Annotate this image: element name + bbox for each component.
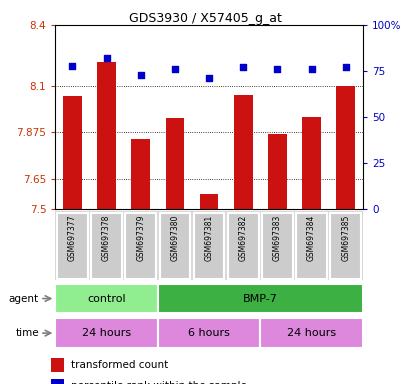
Bar <box>51 379 64 384</box>
Text: BMP-7: BMP-7 <box>242 293 277 304</box>
Text: GSM697380: GSM697380 <box>170 215 179 261</box>
Text: transformed count: transformed count <box>71 360 168 370</box>
FancyBboxPatch shape <box>227 213 258 279</box>
FancyBboxPatch shape <box>157 284 362 313</box>
Point <box>308 66 314 72</box>
Text: 24 hours: 24 hours <box>82 328 131 338</box>
Text: percentile rank within the sample: percentile rank within the sample <box>71 381 246 384</box>
Bar <box>267 134 286 209</box>
Point <box>239 64 246 70</box>
FancyBboxPatch shape <box>193 213 224 279</box>
Bar <box>199 194 218 209</box>
Point <box>137 72 144 78</box>
Bar <box>335 86 354 209</box>
Text: 24 hours: 24 hours <box>286 328 335 338</box>
Bar <box>63 96 82 209</box>
Text: GSM697382: GSM697382 <box>238 215 247 261</box>
Point <box>171 66 178 72</box>
FancyBboxPatch shape <box>55 318 157 348</box>
FancyBboxPatch shape <box>159 213 190 279</box>
Bar <box>97 62 116 209</box>
Text: GSM697384: GSM697384 <box>306 215 315 261</box>
Text: agent: agent <box>9 293 39 304</box>
FancyBboxPatch shape <box>261 213 292 279</box>
Bar <box>131 139 150 209</box>
Text: GSM697385: GSM697385 <box>340 215 349 261</box>
Text: GSM697383: GSM697383 <box>272 215 281 261</box>
Bar <box>233 94 252 209</box>
Text: control: control <box>87 293 126 304</box>
FancyBboxPatch shape <box>91 213 122 279</box>
Text: GSM697377: GSM697377 <box>68 215 77 261</box>
Bar <box>301 117 320 209</box>
Point <box>205 75 212 81</box>
FancyBboxPatch shape <box>125 213 156 279</box>
Text: time: time <box>15 328 39 338</box>
Point <box>342 64 348 70</box>
FancyBboxPatch shape <box>330 213 360 279</box>
Point <box>103 55 110 61</box>
Text: 6 hours: 6 hours <box>188 328 229 338</box>
Point <box>274 66 280 72</box>
Point <box>69 63 76 69</box>
Bar <box>165 118 184 209</box>
FancyBboxPatch shape <box>295 213 326 279</box>
FancyBboxPatch shape <box>260 318 362 348</box>
FancyBboxPatch shape <box>55 284 157 313</box>
FancyBboxPatch shape <box>57 213 88 279</box>
Text: GDS3930 / X57405_g_at: GDS3930 / X57405_g_at <box>128 12 281 25</box>
Text: GSM697379: GSM697379 <box>136 215 145 261</box>
Text: GSM697381: GSM697381 <box>204 215 213 261</box>
FancyBboxPatch shape <box>157 318 260 348</box>
Text: GSM697378: GSM697378 <box>102 215 111 261</box>
Bar <box>51 358 64 372</box>
